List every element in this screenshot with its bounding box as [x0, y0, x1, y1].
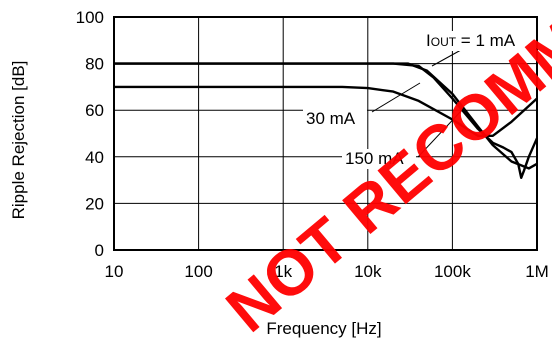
series-annotation-2: 30 mA: [306, 109, 356, 128]
x-axis-label: Frequency [Hz]: [266, 319, 381, 338]
y-tick-labels: 0 20 40 60 80 100: [76, 8, 104, 260]
x-tick-label: 100k: [434, 262, 471, 281]
y-tick-label: 40: [85, 148, 104, 167]
series-lines: [114, 62, 539, 179]
series-annotation-1: IOUT = 1 mA: [426, 31, 516, 50]
x-tick-label: 10k: [354, 262, 382, 281]
series-line-3: [114, 62, 539, 179]
y-tick-label: 100: [76, 8, 104, 27]
annotation-leader-2: [371, 82, 421, 113]
x-tick-label: 1k: [274, 262, 292, 281]
annotation-bg-1: [423, 31, 527, 51]
x-tick-label: 100: [184, 262, 212, 281]
y-tick-label: 20: [85, 194, 104, 213]
y-tick-label: 0: [95, 241, 104, 260]
watermark-stamp: NOT RECOMMENDED: [213, 0, 552, 343]
series-line-2: [114, 85, 538, 137]
x-tick-label: 1M: [525, 262, 549, 281]
x-tick-label: 10: [105, 262, 124, 281]
annotations: IOUT = 1 mA 30 mA 150 mA: [303, 31, 527, 169]
plot-frame: [113, 16, 538, 251]
y-tick-label: 60: [85, 101, 104, 120]
annotation-bg-3: [342, 149, 416, 169]
annotation-leader-3: [417, 109, 463, 158]
x-tick-labels: 10 100 1k 10k 100k 1M: [105, 262, 549, 281]
y-tick-label: 80: [85, 55, 104, 74]
series-annotation-3: 150 mA: [345, 149, 404, 168]
y-axis-label: Ripple Rejection [dB]: [9, 61, 28, 220]
annotation-bg-2: [303, 109, 367, 129]
